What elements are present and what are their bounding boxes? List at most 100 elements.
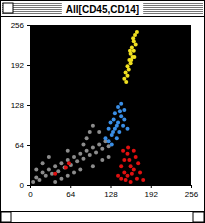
point	[41, 161, 45, 165]
point	[97, 130, 101, 134]
point	[112, 117, 116, 121]
point	[31, 180, 35, 184]
point	[124, 80, 128, 84]
point	[88, 130, 92, 134]
series	[53, 146, 145, 184]
point	[121, 124, 125, 128]
x-tick-mark	[111, 185, 112, 188]
x-axis: 0 64 128 192 256	[28, 185, 198, 199]
point	[91, 124, 95, 128]
point	[138, 171, 142, 175]
point	[47, 155, 51, 159]
point	[94, 151, 98, 155]
points	[31, 30, 145, 184]
point	[115, 136, 119, 140]
point	[66, 149, 70, 153]
title-rule	[0, 16, 205, 17]
point	[72, 171, 76, 175]
y-tick-mark	[27, 25, 30, 26]
y-axis: 0 64 128 192 256	[11, 21, 31, 190]
point	[132, 149, 136, 153]
point	[53, 172, 57, 176]
point	[67, 161, 71, 165]
x-tick-mark	[70, 185, 71, 188]
point	[91, 146, 95, 150]
point	[119, 177, 123, 181]
y-tick: 0	[20, 181, 30, 190]
point	[47, 167, 51, 171]
y-tick-label: 192	[11, 61, 25, 70]
point	[127, 158, 131, 162]
point	[135, 30, 139, 34]
title-bar: All[CD45,CD14]	[0, 2, 205, 17]
point	[100, 158, 104, 162]
x-tick-label: 256	[185, 190, 199, 199]
point	[124, 178, 128, 182]
point	[59, 177, 63, 181]
y-tick-mark	[27, 65, 30, 66]
point	[131, 36, 135, 40]
y-tick: 256	[11, 21, 30, 30]
x-tick-mark	[151, 185, 152, 188]
x-tick: 256	[185, 185, 199, 199]
point	[81, 142, 85, 146]
point	[103, 136, 107, 140]
point	[81, 157, 85, 161]
point	[132, 167, 136, 171]
point	[130, 172, 134, 176]
title-backdrop	[62, 2, 143, 15]
x-tick-label: 128	[104, 190, 118, 199]
close-box[interactable]	[3, 3, 13, 13]
window-frame	[1, 1, 205, 223]
x-tick: 64	[66, 185, 75, 199]
point	[56, 169, 60, 173]
point	[97, 142, 101, 146]
window: All[CD45,CD14] 0 64 128 192 256 0 64 128 192 256	[0, 0, 205, 223]
point	[111, 130, 115, 134]
point	[125, 74, 129, 78]
x-tick: 0	[28, 185, 33, 199]
scroll-button[interactable]	[1, 212, 11, 222]
point	[53, 180, 57, 184]
point	[85, 136, 89, 140]
point	[116, 105, 120, 109]
y-tick-label: 0	[20, 181, 25, 190]
y-tick: 128	[11, 101, 30, 110]
point	[66, 174, 70, 178]
point	[122, 158, 126, 162]
point	[136, 161, 140, 165]
point	[72, 155, 76, 159]
point	[122, 117, 126, 121]
y-tick-mark	[27, 185, 30, 186]
y-tick-label: 256	[11, 21, 25, 30]
y-tick-mark	[27, 145, 30, 146]
point	[109, 121, 113, 125]
point	[64, 166, 68, 170]
point	[117, 130, 121, 134]
point	[129, 58, 133, 62]
point	[107, 155, 111, 159]
point	[107, 127, 111, 131]
title: All[CD45,CD14]	[66, 4, 139, 15]
point	[141, 178, 145, 182]
point	[118, 109, 122, 113]
point	[134, 42, 138, 46]
y-tick-mark	[27, 105, 30, 106]
point	[122, 108, 126, 112]
point	[34, 176, 38, 180]
point	[119, 164, 123, 168]
y-tick: 64	[15, 141, 30, 150]
series	[103, 102, 129, 147]
x-tick: 192	[145, 185, 159, 199]
series	[122, 30, 139, 84]
point	[125, 152, 129, 156]
resize-box[interactable]	[193, 212, 204, 222]
point	[78, 167, 82, 171]
point	[116, 174, 120, 178]
point	[110, 142, 114, 146]
y-axis-line	[27, 26, 31, 186]
point	[127, 67, 131, 71]
x-tick-label: 192	[145, 190, 159, 199]
plot-background	[30, 25, 191, 185]
point	[34, 167, 38, 171]
